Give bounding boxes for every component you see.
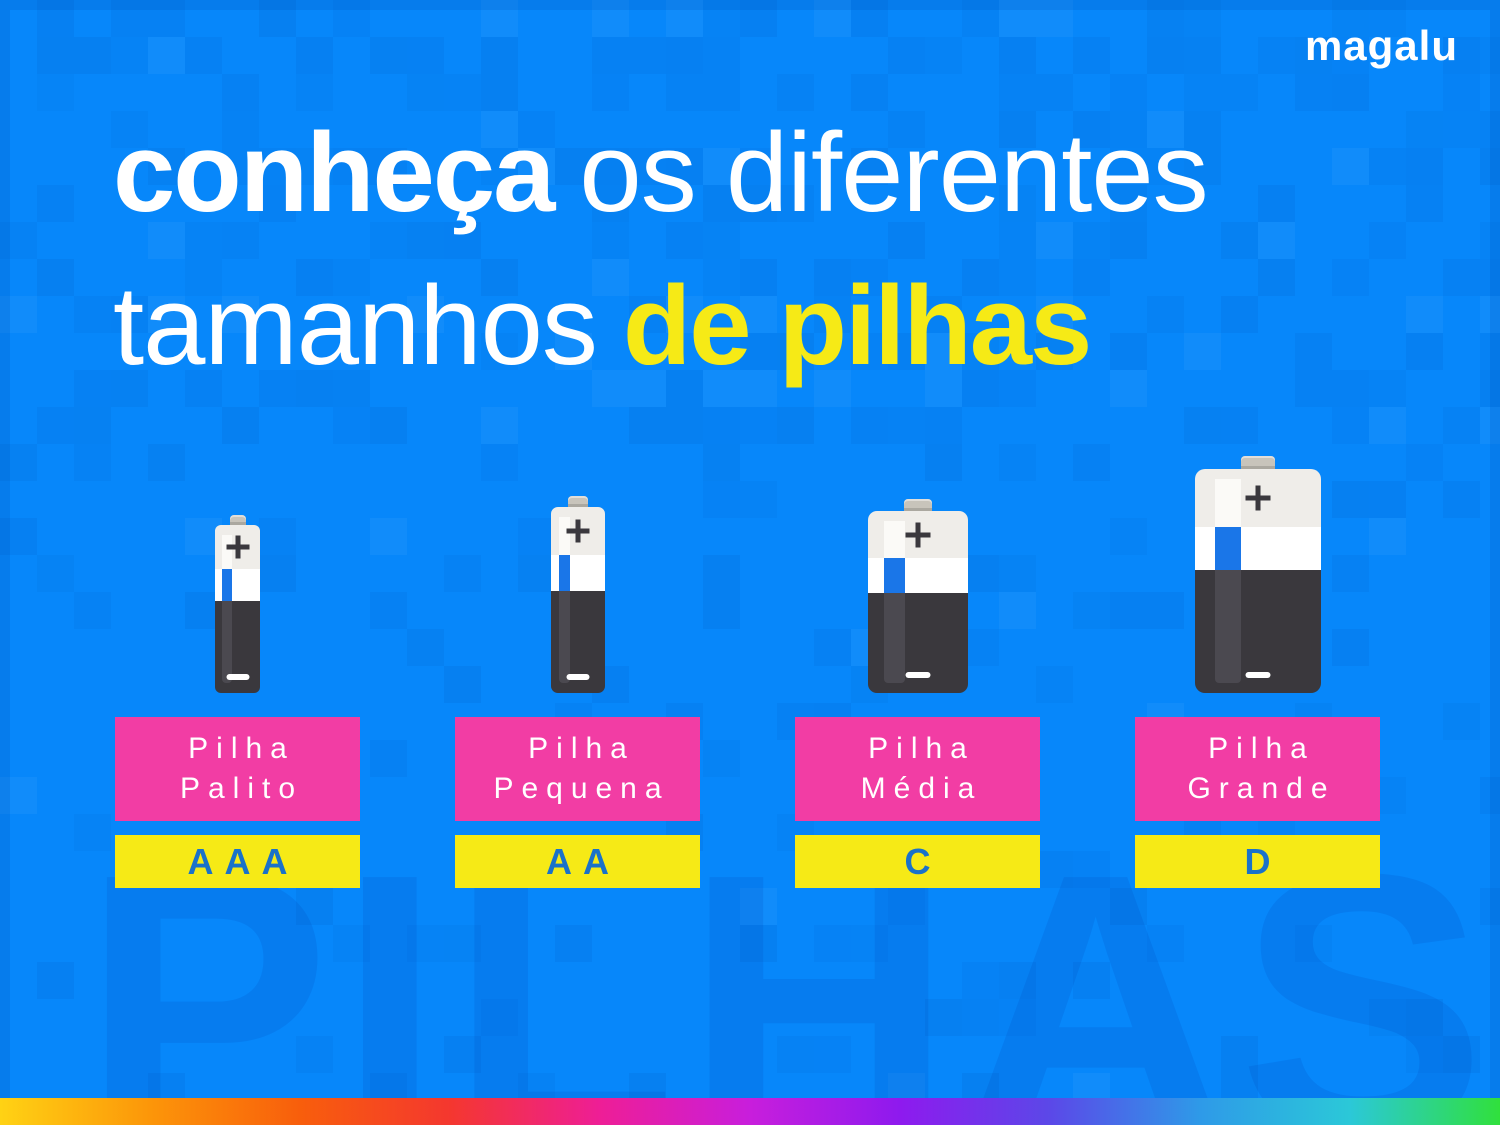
plus-icon (566, 519, 589, 543)
battery-zone (215, 440, 260, 693)
battery-zone (867, 440, 968, 693)
battery-illustration-d (1194, 456, 1321, 693)
battery-name-line1: Pilha (188, 732, 295, 765)
battery-positive-section (550, 507, 605, 556)
battery-negative-section (550, 590, 605, 693)
battery-blue-stripe (1214, 527, 1242, 570)
battery-negative-section (1194, 569, 1321, 693)
title-light-tamanhos: tamanhos (113, 263, 598, 389)
battery-white-band (550, 555, 605, 591)
battery-highlight-stripe (883, 521, 905, 559)
battery-size-label: D (1135, 835, 1380, 888)
battery-blue-stripe (222, 568, 232, 601)
battery-illustration-aaa (215, 515, 260, 693)
battery-zone (550, 440, 605, 693)
title-light-os-diferentes: os diferentes (579, 110, 1208, 235)
battery-blue-stripe (883, 558, 905, 593)
battery-negative-section (867, 592, 968, 693)
battery-white-band (1194, 527, 1321, 570)
title-bold-conheca: conheça (113, 110, 555, 235)
battery-name-line2: Média (860, 772, 983, 805)
battery-shade-stripe (222, 600, 232, 683)
battery-name-line2: Palito (179, 772, 304, 805)
battery-name-line1: Pilha (868, 732, 975, 765)
battery-white-band (215, 568, 260, 601)
battery-shade-stripe (559, 590, 571, 683)
battery-name-line1: Pilha (528, 732, 635, 765)
battery-body (550, 507, 605, 693)
battery-name-line2: Pequena (493, 772, 670, 805)
battery-shade-stripe (883, 592, 905, 683)
battery-illustration-c (867, 499, 968, 693)
minus-icon (566, 674, 589, 680)
battery-size-label: AA (455, 835, 700, 888)
battery-size-label: AAA (115, 835, 360, 888)
battery-shade-stripe (1214, 569, 1242, 683)
battery-positive-section (1194, 469, 1321, 528)
battery-blue-stripe (559, 555, 571, 591)
battery-body (215, 525, 260, 693)
battery-columns: Pilha Palito AAA (115, 440, 1380, 888)
battery-zone (1194, 440, 1321, 693)
battery-highlight-stripe (1214, 479, 1242, 528)
plus-icon (1245, 485, 1270, 511)
battery-name-label: Pilha Média (795, 717, 1040, 821)
battery-terminal-nub (567, 496, 588, 507)
battery-positive-section (215, 525, 260, 569)
battery-terminal-nub (903, 499, 932, 511)
plus-icon (226, 535, 249, 559)
battery-illustration-aa (550, 496, 605, 693)
battery-column-c: Pilha Média C (795, 440, 1040, 888)
battery-name-line2: Grande (1187, 772, 1336, 805)
battery-size-label: C (795, 835, 1040, 888)
rainbow-bar (0, 1098, 1500, 1125)
battery-name-line1: Pilha (1208, 732, 1315, 765)
battery-column-d: Pilha Grande D (1135, 440, 1380, 888)
battery-terminal-nub (229, 515, 246, 525)
magalu-logo: magalu (1304, 22, 1458, 69)
page-title: conheça os diferentes tamanhos de pilhas (113, 96, 1209, 403)
minus-icon (1245, 672, 1270, 678)
battery-white-band (867, 558, 968, 593)
battery-negative-section (215, 600, 260, 693)
battery-body (867, 511, 968, 693)
battery-name-label: Pilha Grande (1135, 717, 1380, 821)
battery-name-label: Pilha Pequena (455, 717, 700, 821)
plus-icon (905, 522, 930, 548)
battery-body (1194, 469, 1321, 693)
battery-column-aa: Pilha Pequena AA (455, 440, 700, 888)
battery-positive-section (867, 511, 968, 559)
minus-icon (905, 672, 930, 678)
battery-column-aaa: Pilha Palito AAA (115, 440, 360, 888)
title-bold-de-pilhas: de pilhas (622, 263, 1092, 389)
minus-icon (226, 674, 249, 680)
battery-highlight-stripe (559, 517, 571, 556)
battery-name-label: Pilha Palito (115, 717, 360, 821)
battery-terminal-nub (1240, 456, 1275, 469)
